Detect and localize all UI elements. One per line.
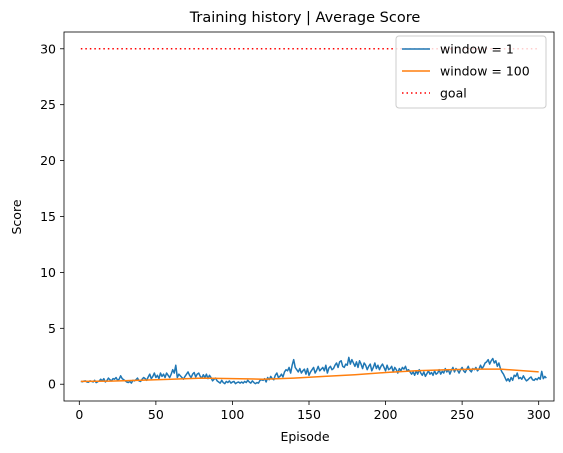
y-tick-label: 15 — [40, 209, 56, 224]
legend: window = 1 window = 100 goal — [395, 35, 547, 109]
x-tick-label: 150 — [297, 407, 321, 422]
x-axis-label: Episode — [280, 429, 329, 444]
y-tick-label: 30 — [40, 41, 56, 56]
y-tick-label: 10 — [40, 265, 56, 280]
x-tick-label: 300 — [527, 407, 551, 422]
x-tick-label: 250 — [450, 407, 474, 422]
chart-title: Training history | Average Score — [189, 10, 421, 26]
legend-label: window = 100 — [440, 64, 530, 79]
legend-label: goal — [440, 86, 467, 101]
y-tick-label: 0 — [48, 377, 56, 392]
y-tick-label: 20 — [40, 153, 56, 168]
legend-label: window = 1 — [440, 42, 514, 57]
x-tick-label: 200 — [374, 407, 398, 422]
axes-frame — [63, 31, 555, 402]
x-tick-label: 0 — [75, 407, 83, 422]
series-line-2 — [80, 368, 539, 383]
y-tick-label: 25 — [40, 97, 56, 112]
series-line-1 — [80, 356, 547, 385]
y-axis-label: Score — [9, 199, 24, 234]
legend-box — [395, 35, 547, 109]
y-tick-label: 5 — [48, 321, 56, 336]
x-tick-label: 100 — [221, 407, 245, 422]
plot-area: 0 50 100 150 200 250 300 0 5 10 15 20 25 30 — [40, 31, 555, 422]
x-tick-label: 50 — [148, 407, 164, 422]
